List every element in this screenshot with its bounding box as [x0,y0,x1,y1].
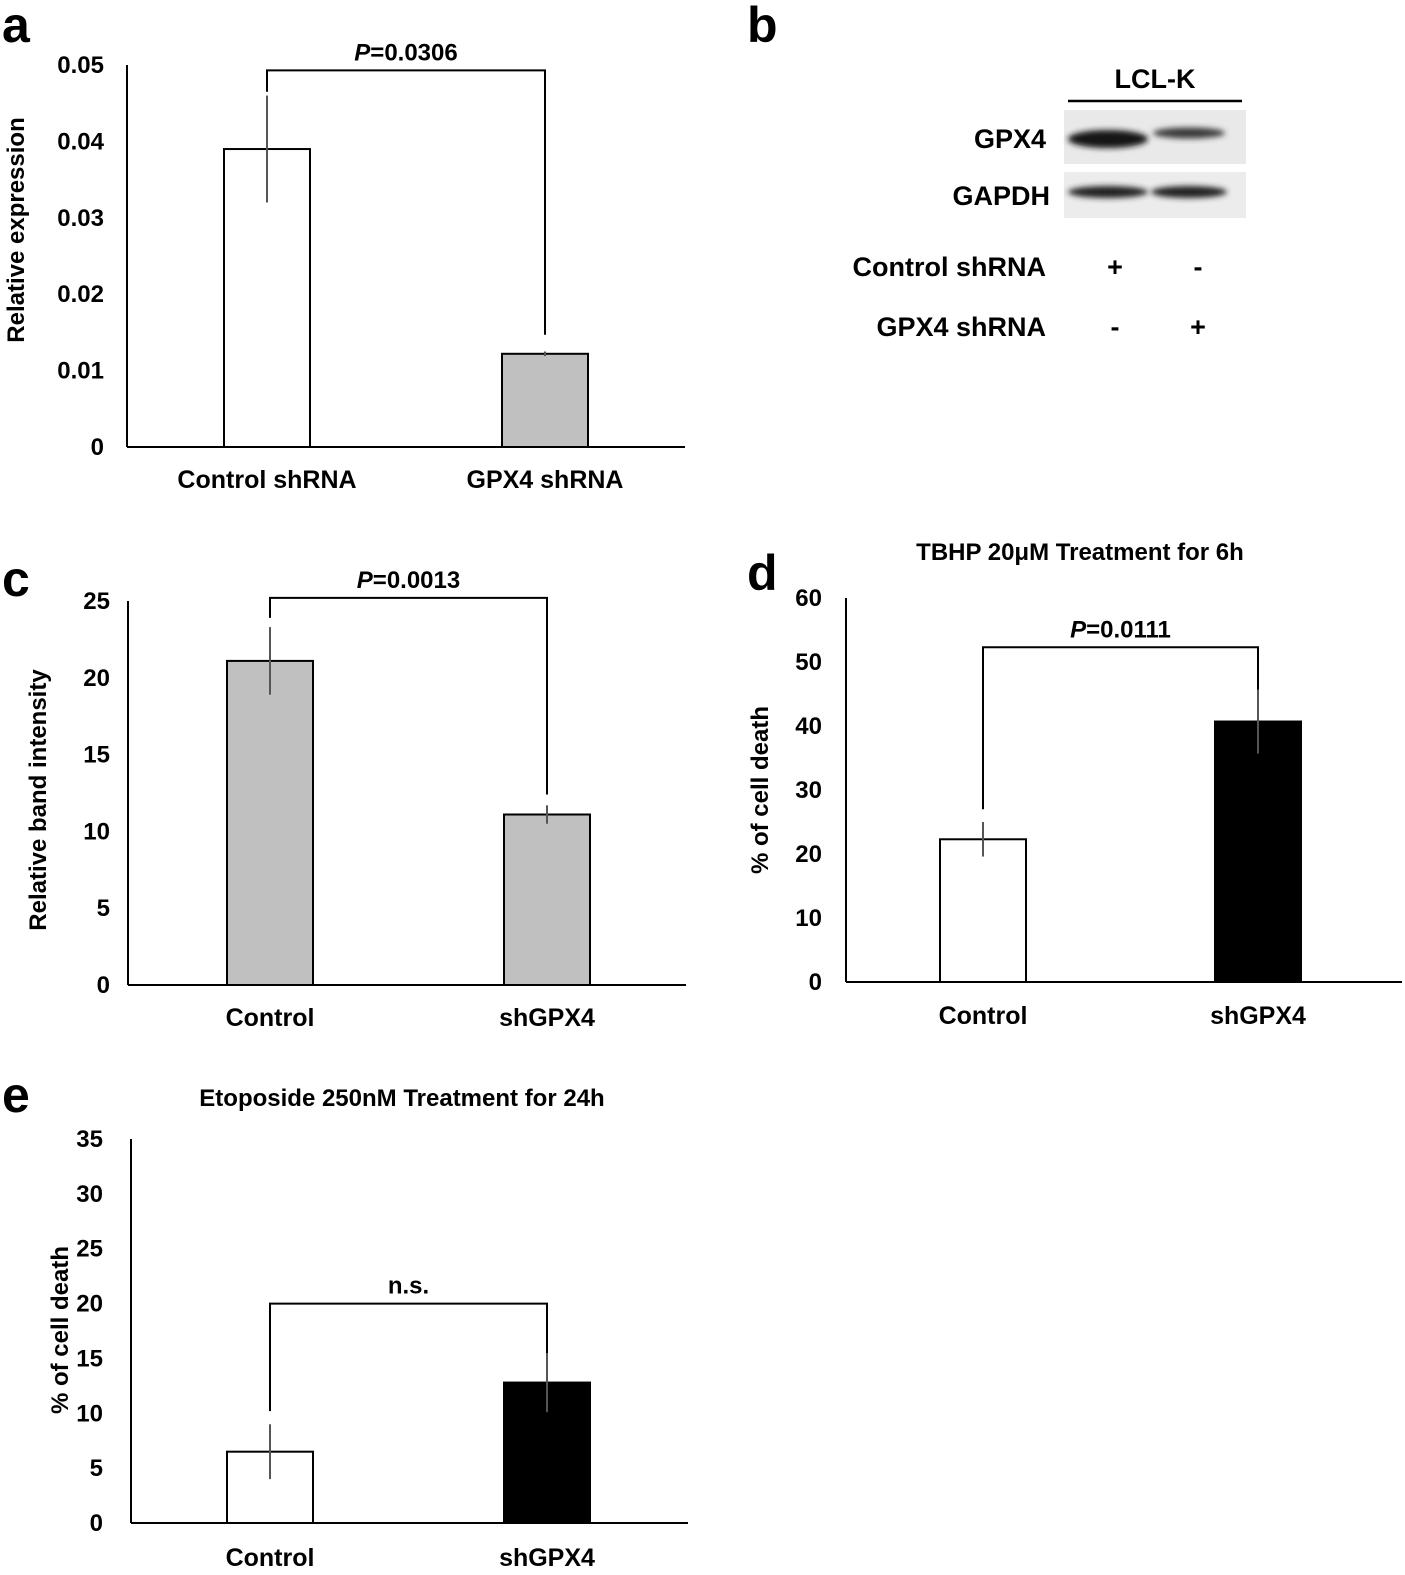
chart-c-significance-bracket [269,596,548,795]
chart-c-ylabel: Relative band intensity [25,669,52,931]
chart-d-ytick-label: 40 [795,713,822,740]
chart-a-category-label: GPX4 shRNA [467,466,624,494]
chart-e: Etoposide 250nM Treatment for 24h 0 5 10 15 2… [47,1085,688,1572]
chart-a-significance-bracket [266,69,546,335]
chart-e-ytick-label: 10 [76,1400,103,1427]
panel-letter-b: b [747,0,778,53]
chart-e-ytick-label: 35 [76,1126,103,1153]
chart-e-significance-bracket [269,1302,548,1412]
chart-e-title: Etoposide 250nM Treatment for 24h [199,1085,604,1112]
chart-c-ytick-label: 20 [83,665,110,692]
chart-a-bar [501,352,589,448]
chart-e-ytick-label: 15 [76,1345,103,1372]
chart-c-category-label: shGPX4 [499,1004,595,1032]
chart-c-ytick-label: 25 [83,588,110,615]
chart-c-ytick-label: 0 [97,972,110,999]
blot-band-label-gpx4: GPX4 [974,124,1046,154]
chart-a-ylabel: Relative expression [3,117,30,342]
chart-c: 0 5 10 15 20 25 Relative band intensity Control… [25,567,686,1032]
chart-d-significance-bracket [982,646,1259,810]
chart-d-bar [939,838,1027,984]
blot-cell-line-label: LCL-K [1115,64,1196,94]
chart-d-category-label: shGPX4 [1210,1002,1306,1030]
chart-d-significance-label: P=0.0111 [1070,616,1171,643]
chart-a-ytick-label: 0.04 [57,128,104,155]
chart-a-ytick-label: 0 [91,434,104,461]
chart-e-category-label: shGPX4 [499,1544,595,1572]
chart-c-ytick-label: 5 [97,895,110,922]
chart-e-ytick-label: 5 [90,1455,103,1482]
chart-d: TBHP 20μM Treatment for 6h 0 10 20 30 40 50 60%… [747,539,1402,1030]
panel-letter-e: e [2,1067,30,1123]
western-blot-panel: LCL-K GPX4 GAPDH Control shRNA GPX4 shRN… [853,64,1246,342]
blot-strip-gpx4 [1064,110,1246,164]
blot-strip-gapdh [1064,172,1246,218]
chart-c-ytick-label: 15 [83,742,110,769]
chart-e-ytick-label: 20 [76,1291,103,1318]
chart-a-significance-label: P=0.0306 [354,39,457,66]
band-gapdh-lane1 [1068,186,1148,198]
chart-d-ylabel: % of cell death [747,706,774,874]
band-gpx4-lane2 [1153,127,1225,139]
panel-letter-c: c [2,551,30,607]
blot-sign-control-lane1: + [1107,252,1123,282]
blot-sign-control-lane2: - [1194,252,1203,282]
chart-d-ytick-label: 30 [795,777,822,804]
panel-letter-d: d [747,545,778,601]
chart-e-ylabel: % of cell death [47,1246,74,1414]
chart-a: 0 0.01 0.02 0.03 0.04 0.05 Relative expression… [3,39,685,494]
blot-condition-label-control: Control shRNA [853,252,1046,282]
chart-d-category-label: Control [939,1002,1028,1030]
chart-d-ytick-label: 0 [809,969,822,996]
blot-sign-gpx4-lane2: + [1190,312,1206,342]
chart-c-bar [503,813,591,987]
chart-c-category-label: Control [226,1004,315,1032]
chart-d-title: TBHP 20μM Treatment for 6h [916,539,1244,566]
chart-a-ytick-label: 0.05 [57,52,104,79]
band-gapdh-lane2 [1151,186,1227,198]
chart-e-category-label: Control [226,1544,315,1572]
chart-d-ytick-label: 10 [795,905,822,932]
chart-a-ytick-label: 0.03 [57,205,104,232]
panel-letter-a: a [2,0,31,53]
chart-d-ytick-label: 20 [795,841,822,868]
chart-d-ytick-label: 50 [795,649,822,676]
blot-band-label-gapdh: GAPDH [952,181,1050,211]
chart-c-significance-label: P=0.0013 [357,567,460,594]
chart-d-bar [1214,720,1302,984]
blot-sign-gpx4-lane1: - [1111,312,1120,342]
chart-e-ytick-label: 0 [90,1510,103,1537]
chart-a-category-label: Control shRNA [177,466,356,494]
chart-c-ytick-label: 10 [83,818,110,845]
chart-e-significance-label: n.s. [388,1273,429,1300]
band-gpx4-lane1 [1068,130,1148,148]
chart-c-bar [226,659,314,986]
chart-e-ytick-label: 30 [76,1181,103,1208]
chart-e-ytick-label: 25 [76,1236,103,1263]
chart-a-ytick-label: 0.02 [57,281,104,308]
chart-d-ytick-label: 60 [795,585,822,612]
chart-a-ytick-label: 0.01 [57,358,104,385]
chart-e-bar [226,1450,314,1524]
blot-condition-label-gpx4: GPX4 shRNA [876,312,1046,342]
